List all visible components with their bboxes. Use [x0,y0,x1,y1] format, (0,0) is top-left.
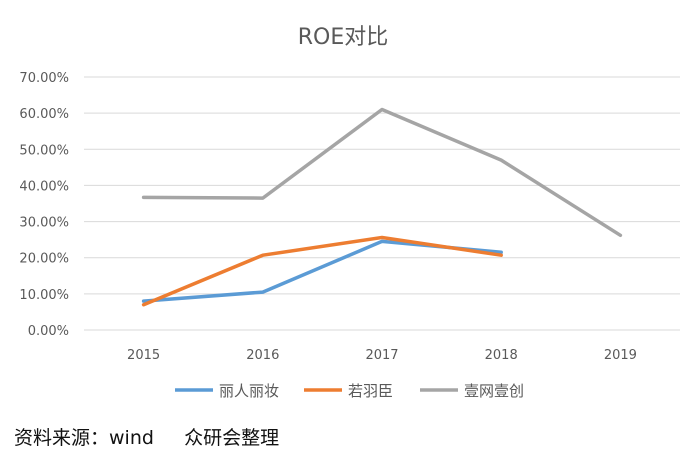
legend-label-0: 丽人丽妆 [219,382,279,400]
roe-line-chart: ROE对比 0.00% 10.00% 20.00% 30.00% 40.00% 50.00… [19,25,680,400]
x-tick-label: 2019 [604,348,637,363]
chart-title: ROE对比 [298,25,389,50]
y-tick-label: 0.00% [28,324,69,339]
series-line-1 [141,235,503,307]
y-tick-label: 60.00% [19,107,69,122]
source-note: 资料来源：wind 众研会整理 [14,427,280,449]
y-tick-label: 10.00% [19,288,69,303]
y-tick-label: 70.00% [19,71,69,86]
x-tick-label: 2018 [485,348,518,363]
y-tick-label: 30.00% [19,216,69,231]
y-tick-label: 50.00% [19,143,69,158]
y-tick-label: 20.00% [19,252,69,267]
x-tick-label: 2015 [127,348,160,363]
series-line-2 [141,107,623,238]
x-tick-label: 2016 [246,348,279,363]
y-tick-label: 40.00% [19,179,69,194]
legend-label-2: 壹网壹创 [464,382,524,400]
x-tick-label: 2017 [365,348,398,363]
legend-label-1: 若羽臣 [348,382,393,400]
series-line-0 [141,239,503,303]
